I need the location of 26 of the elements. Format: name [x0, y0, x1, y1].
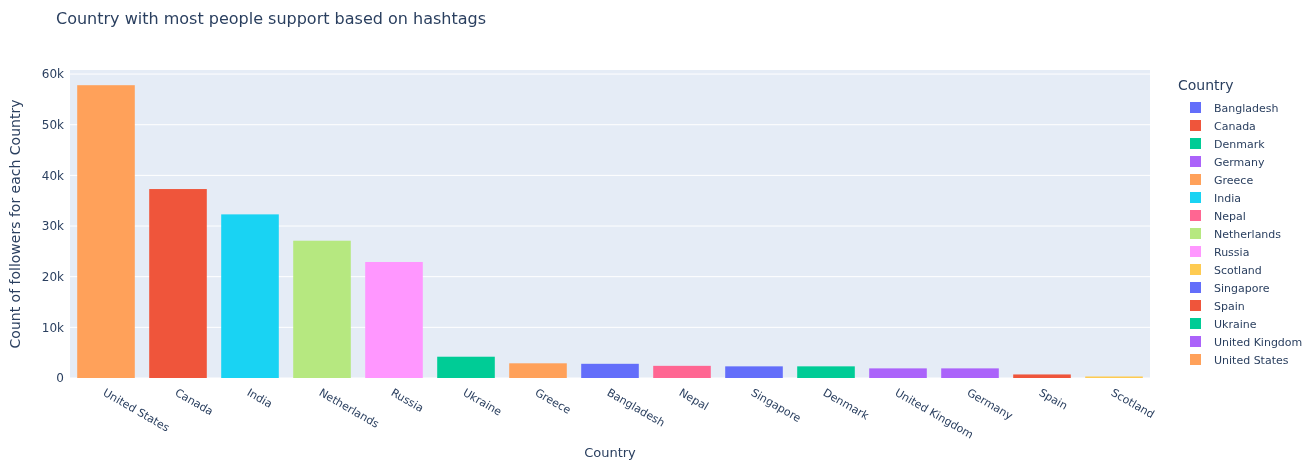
legend-label: United States	[1214, 353, 1289, 367]
legend-label: Canada	[1214, 119, 1256, 133]
legend-label: Nepal	[1214, 209, 1246, 223]
chart-title: Country with most people support based on hashtags	[56, 9, 486, 28]
y-tick-label: 50k	[41, 117, 65, 132]
legend-label: Ukraine	[1214, 317, 1257, 331]
legend-label: Singapore	[1214, 281, 1270, 295]
legend-label: Bangladesh	[1214, 101, 1279, 115]
legend-title: Country	[1178, 77, 1234, 93]
y-tick-label: 0	[56, 371, 64, 386]
legend-label: United Kingdom	[1214, 335, 1303, 349]
y-axis-title: Count of followers for each Country	[7, 99, 23, 349]
legend-label: India	[1214, 191, 1241, 205]
y-tick-label: 20k	[41, 269, 65, 284]
legend-label: Germany	[1214, 155, 1266, 169]
legend-label: Denmark	[1214, 137, 1266, 151]
y-tick-label: 10k	[41, 320, 65, 335]
y-tick-label: 40k	[41, 168, 65, 183]
y-tick-label: 60k	[41, 67, 65, 82]
legend-label: Spain	[1214, 299, 1245, 313]
legend-label: Greece	[1214, 173, 1254, 187]
x-axis-title: Country	[584, 445, 637, 460]
legend-label: Scotland	[1214, 263, 1262, 277]
y-tick-label: 30k	[41, 219, 65, 234]
legend-label: Netherlands	[1214, 227, 1282, 241]
legend-label: Russia	[1214, 245, 1250, 259]
